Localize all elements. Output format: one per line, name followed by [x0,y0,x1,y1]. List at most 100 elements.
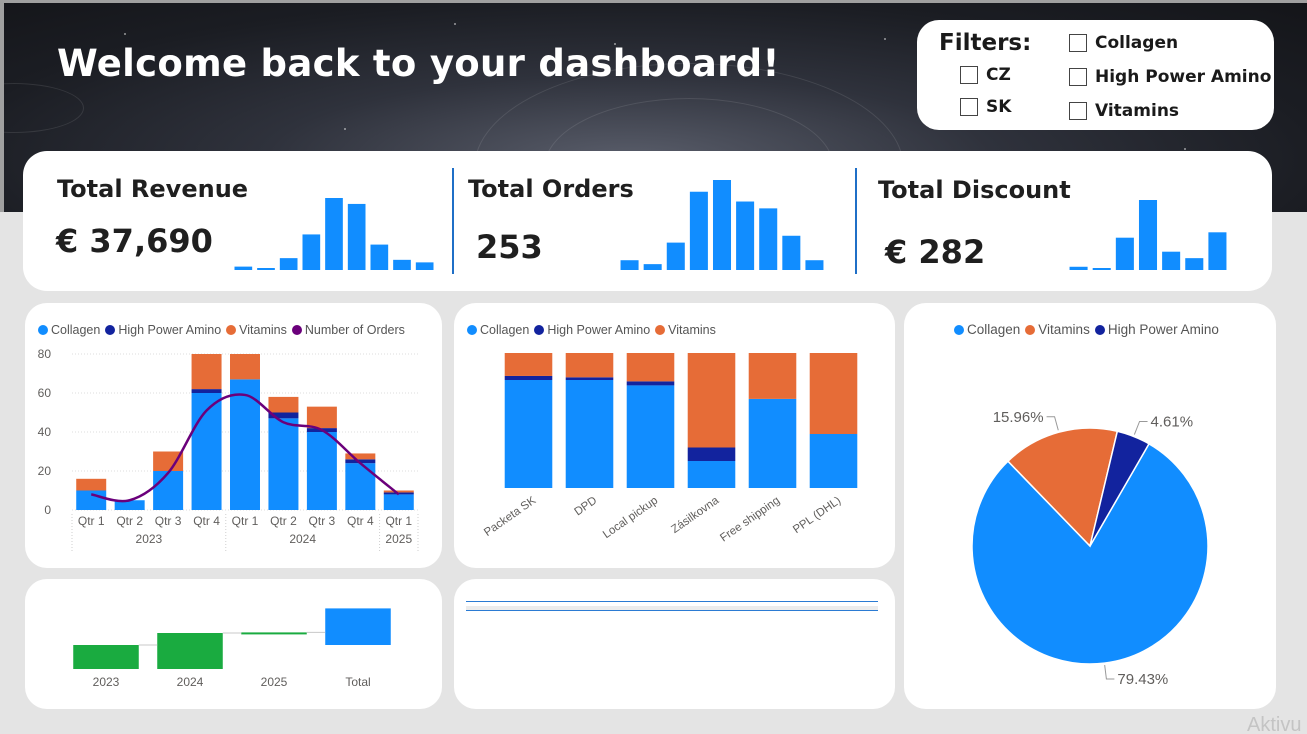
sparkline-bar [1208,232,1227,270]
column-header[interactable] [569,590,672,602]
quarterly-legend: Collagen High Power Amino Vitamins Numbe… [38,323,410,337]
bar-segment [306,432,337,510]
checkbox-icon[interactable] [960,98,978,116]
kpi-revenue-title: Total Revenue [57,175,249,203]
legend-item-collagen[interactable]: Collagen [954,322,1020,337]
legend-dot-icon [655,325,666,335]
y-tick-label: 40 [38,425,52,439]
checkbox-icon[interactable] [1069,68,1087,86]
kpi-divider [855,168,857,274]
bar-segment [191,389,222,393]
bar-segment [114,500,145,510]
legend-dot-icon [38,325,48,335]
sparkline-bar [712,180,732,270]
table-row[interactable] [466,606,878,611]
waterfall-bar [325,608,391,645]
sparkline-bar [1092,268,1111,270]
bar-segment [230,379,260,510]
checkbox-icon[interactable] [1069,34,1087,52]
kpi-discount-title: Total Discount [878,176,1071,204]
table-cell [569,610,672,617]
bar-segment [504,353,553,376]
filter-collagen-checkbox[interactable]: Collagen [1069,33,1178,53]
legend-dot-icon [954,324,964,335]
sparkline-bar [1162,251,1181,270]
y-tick-label: 80 [38,347,52,361]
x-tick-label: PPL (DHL) [791,495,843,537]
legend-dot-icon [291,325,302,335]
x-tick-label: DPD [572,495,599,519]
x-group-label: 2025 [385,532,412,546]
legend-item-collagen[interactable]: Collagen [467,323,529,337]
table-cell [569,606,672,611]
pie-data-label: 4.61% [1151,413,1194,430]
filter-cz-checkbox[interactable]: CZ [960,65,1011,85]
sparkline-bar [325,198,343,270]
x-tick-label: Qtr 3 [309,514,336,528]
legend-dot-icon [226,325,237,335]
bar-segment [268,412,299,419]
country-table [466,590,878,617]
legend-dot-icon [467,325,477,335]
sparkline-bar [347,203,366,270]
x-tick-label: Qtr 1 [385,514,412,528]
bar-segment [565,353,614,378]
checkbox-icon[interactable] [960,66,978,84]
bar-segment [565,377,614,380]
legend-dot-icon [105,325,116,335]
legend-item-vitamins[interactable]: Vitamins [226,323,287,337]
revenue-sparkline [234,198,434,270]
legend-item-collagen[interactable]: Collagen [38,323,100,337]
x-tick-label: Packeta SK [482,494,538,538]
legend-item-amino[interactable]: High Power Amino [534,323,650,337]
table-cell [466,610,569,617]
kpi-orders-title: Total Orders [468,175,634,203]
x-tick-label: Qtr 2 [116,514,143,528]
bar-segment [345,463,376,510]
column-header[interactable] [466,590,569,602]
x-group-label: 2024 [289,532,316,546]
legend-item-amino[interactable]: High Power Amino [1094,322,1219,337]
kpi-discount-value: € 282 [885,233,986,271]
checkbox-icon[interactable] [1069,102,1087,120]
table-header-row [466,590,878,602]
column-header[interactable] [775,590,878,602]
shipping-stacked-chart: Packeta SK DPD Local pickup ZásilkovnaFree … [482,353,858,544]
sparkline-bar [302,234,321,270]
bar-segment [687,447,736,461]
filter-sk-checkbox[interactable]: SK [960,97,1011,117]
bar-segment [687,461,736,488]
y-tick-label: 20 [38,464,52,478]
bar-segment [504,380,553,488]
orders-line [90,393,400,503]
legend-dot-icon [1094,324,1105,335]
table-total-row [466,610,878,617]
x-tick-label: Qtr 2 [270,514,297,528]
bar-segment [191,393,222,510]
table-cell [775,610,878,617]
x-tick-label: Local pickup [601,495,660,542]
x-group-label: 2023 [136,532,163,546]
legend-item-vitamins[interactable]: Vitamins [1025,322,1090,337]
legend-item-orders[interactable]: Number of Orders [291,323,405,337]
filter-vitamins-checkbox[interactable]: Vitamins [1069,101,1179,121]
filter-amino-checkbox[interactable]: High Power Amino [1069,67,1271,87]
x-tick-label: Qtr 1 [232,514,259,528]
column-header[interactable] [672,590,775,602]
bar-segment [230,354,260,380]
bar-segment [626,385,675,488]
quarterly-combo-chart: 0 20 40 60 80 Qtr 1 Qtr 2 Qtr 3 Qtr 4 Qtr 1 Qtr 2 Q… [38,347,419,552]
waterfall-bar [157,633,223,669]
sparkline-bar [782,235,801,270]
legend-dot-icon [1025,324,1036,335]
pie-leader-line [1133,420,1148,435]
bar-segment [687,353,736,448]
bar-segment [191,354,222,390]
pie-slice [1006,427,1119,548]
sparkline-bar [234,266,253,270]
x-tick-label: 2024 [177,675,204,689]
product-pie-chart: 79.43% 15.96% 4.61% [971,409,1209,688]
legend-item-vitamins[interactable]: Vitamins [655,323,716,337]
kpi-divider [452,168,454,274]
legend-item-amino[interactable]: High Power Amino [105,323,221,337]
